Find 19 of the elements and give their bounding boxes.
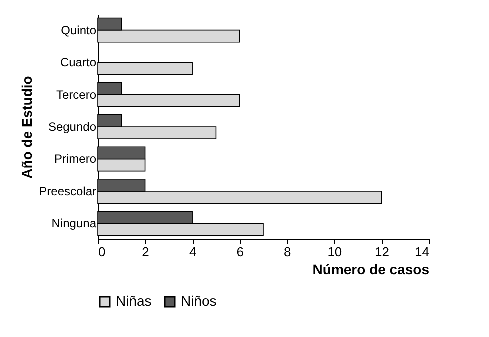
- x-tick-label: 12: [374, 244, 390, 260]
- y-tick-label: Quinto: [61, 23, 97, 38]
- x-tick-label: 8: [284, 244, 292, 260]
- x-tick-label: 10: [328, 244, 342, 260]
- y-tick-label: Ninguna: [52, 216, 97, 231]
- y-tick-label: Segundo: [48, 120, 97, 134]
- y-tick-label: Tercero: [56, 88, 97, 102]
- legend-label: Niños: [181, 293, 217, 309]
- x-tick-label: 2: [142, 244, 150, 260]
- y-tick-label: Cuarto: [60, 56, 97, 70]
- x-tick-label: 14: [415, 244, 430, 260]
- legend-label: Niñas: [116, 293, 152, 309]
- x-tick-label: 0: [98, 244, 106, 260]
- y-tick-label: Primero: [54, 152, 97, 166]
- x-tick-label: 6: [236, 244, 244, 260]
- x-axis-title: Número de casos: [312, 262, 430, 278]
- y-axis-title: Año de Estudio: [19, 76, 36, 179]
- x-tick-label: 4: [189, 244, 197, 260]
- y-tick-label: Preescolar: [39, 184, 96, 198]
